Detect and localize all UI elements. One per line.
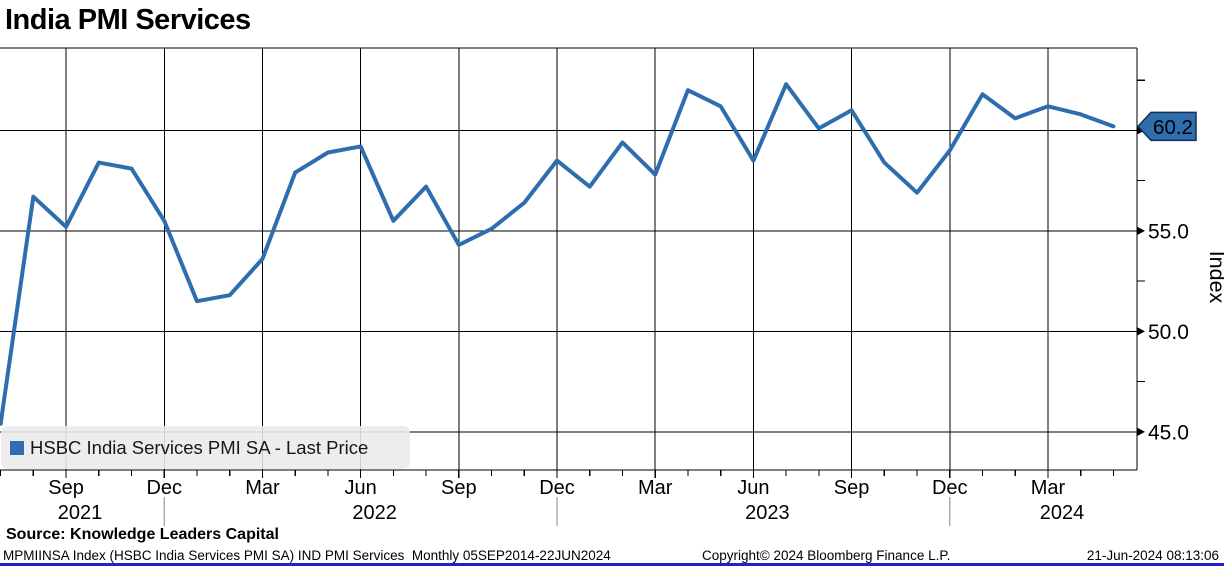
- year-label: 2022: [352, 502, 397, 524]
- bottom-accent-bar: [0, 563, 1224, 566]
- legend-marker-icon: [10, 440, 24, 455]
- year-label: 2024: [1040, 502, 1085, 524]
- timestamp: 21-Jun-2024 08:13:06: [1086, 548, 1219, 563]
- ticker-line: MPMIINSA Index (HSBC India Services PMI …: [3, 548, 611, 563]
- last-price-value: 60.2: [1153, 116, 1193, 139]
- month-label: Sep: [834, 477, 870, 499]
- y-tick-arrow-icon: [1136, 427, 1145, 437]
- month-label: Sep: [48, 477, 84, 499]
- source-line: Source: Knowledge Leaders Capital: [6, 526, 279, 543]
- year-label: 2023: [745, 502, 790, 524]
- month-label: Mar: [1031, 477, 1066, 499]
- y-tick-label: 45.0: [1148, 421, 1189, 444]
- y-tick-label: 55.0: [1148, 220, 1189, 243]
- y-axis-title: Index: [1205, 251, 1224, 304]
- year-label: 2021: [58, 502, 103, 524]
- month-label: Dec: [539, 477, 575, 499]
- y-tick-arrow-icon: [1136, 326, 1145, 336]
- month-label: Jun: [345, 477, 377, 499]
- legend: HSBC India Services PMI SA - Last Price: [1, 426, 410, 469]
- copyright-line: Copyright© 2024 Bloomberg Finance L.P.: [702, 548, 951, 563]
- legend-label: HSBC India Services PMI SA - Last Price: [30, 436, 369, 458]
- page-title: India PMI Services: [5, 4, 251, 36]
- pmi-series-line: [0, 82, 1116, 426]
- month-label: Jun: [737, 477, 769, 499]
- month-label: Mar: [638, 477, 673, 499]
- month-label: Sep: [441, 477, 477, 499]
- month-label: Mar: [245, 477, 280, 499]
- last-price-badge: [1136, 111, 1197, 142]
- month-label: Dec: [146, 477, 182, 499]
- y-tick-arrow-icon: [1136, 226, 1145, 236]
- month-label: Dec: [932, 477, 968, 499]
- y-tick-label: 50.0: [1148, 321, 1189, 344]
